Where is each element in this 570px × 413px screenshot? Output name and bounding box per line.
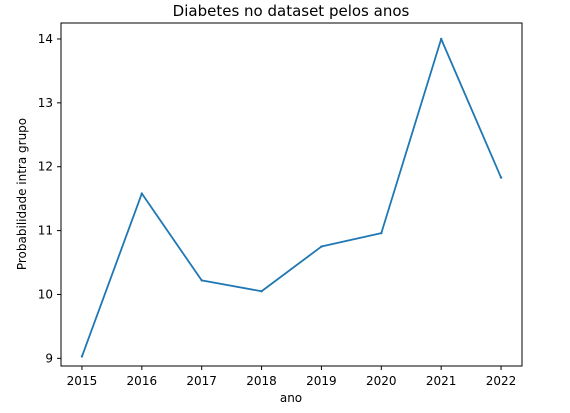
data-point	[439, 37, 443, 41]
series-line	[81, 38, 502, 358]
series-points	[80, 37, 503, 358]
x-tick-label: 2018	[246, 374, 277, 388]
x-tick-label: 2021	[426, 374, 457, 388]
data-point	[140, 192, 144, 195]
y-tick-label: 13	[38, 96, 53, 110]
y-tick-label: 14	[38, 32, 53, 46]
data-point	[499, 176, 503, 179]
y-tick-label: 9	[45, 351, 53, 365]
data-point	[200, 279, 203, 282]
data-point	[80, 355, 84, 358]
x-axis-label: ano	[280, 391, 302, 405]
x-tick-label: 2016	[127, 374, 158, 388]
plot-area	[60, 22, 523, 367]
y-axis: 9 10 11 12 13 14	[38, 32, 61, 365]
y-tick-label: 10	[38, 287, 53, 301]
y-tick-label: 12	[38, 160, 53, 174]
data-point	[380, 231, 383, 235]
data-point	[260, 290, 263, 293]
data-point	[320, 245, 323, 248]
x-tick-label: 2020	[366, 374, 397, 388]
x-tick-label: 2015	[67, 374, 98, 388]
y-axis-label: Probabilidade intra grupo	[15, 118, 29, 270]
x-tick-label: 2022	[486, 374, 517, 388]
chart-title: Diabetes no dataset pelos anos	[173, 2, 410, 20]
y-tick-label: 11	[38, 224, 53, 238]
x-axis: 2015 2016 2017 2018 2019 2020 2021 2022	[67, 366, 517, 388]
x-tick-label: 2019	[306, 374, 337, 388]
x-tick-label: 2017	[186, 374, 217, 388]
